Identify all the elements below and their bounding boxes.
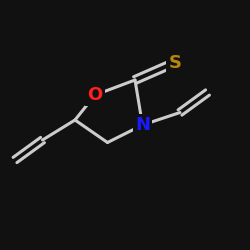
Text: S: S	[168, 54, 181, 72]
Text: N: N	[135, 116, 150, 134]
Text: O: O	[88, 86, 103, 104]
